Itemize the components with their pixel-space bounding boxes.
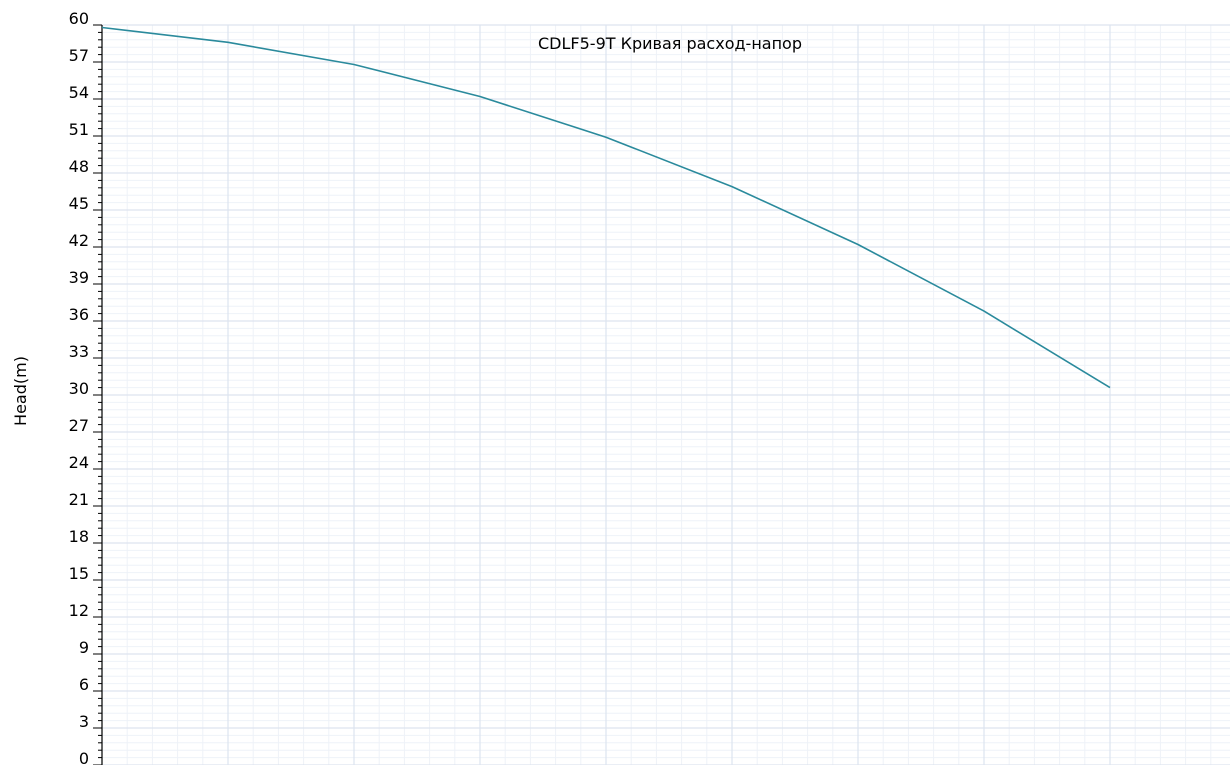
y-tick-label: 39 <box>69 268 89 287</box>
y-tick-label: 51 <box>69 120 89 139</box>
y-tick-label: 21 <box>69 490 89 509</box>
y-tick-label: 48 <box>69 157 89 176</box>
y-tick-label: 15 <box>69 564 89 583</box>
y-tick-label: 30 <box>69 379 89 398</box>
y-tick-label: 45 <box>69 194 89 213</box>
y-tick-label: 24 <box>69 453 89 472</box>
y-tick-label: 54 <box>69 83 89 102</box>
y-tick-label: 57 <box>69 46 89 65</box>
series-layer <box>101 26 1111 389</box>
y-tick-label: 42 <box>69 231 89 250</box>
y-tick-label: 60 <box>69 9 89 28</box>
head-curve-line <box>101 26 1111 389</box>
y-tick-label: 36 <box>69 305 89 324</box>
y-axis-label: Head(m) <box>11 356 30 426</box>
y-tick-label: 18 <box>69 527 89 546</box>
y-axis <box>93 24 103 766</box>
y-tick-label: 6 <box>79 675 89 694</box>
chart-title: CDLF5-9T Кривая расход-напор <box>538 34 802 53</box>
y-tick-label: 27 <box>69 416 89 435</box>
y-tick-label: 12 <box>69 601 89 620</box>
y-tick-label: 9 <box>79 638 89 657</box>
y-tick-label: 3 <box>79 712 89 731</box>
y-tick-label: 33 <box>69 342 89 361</box>
y-tick-label: 0 <box>79 749 89 765</box>
grid <box>101 24 1230 766</box>
